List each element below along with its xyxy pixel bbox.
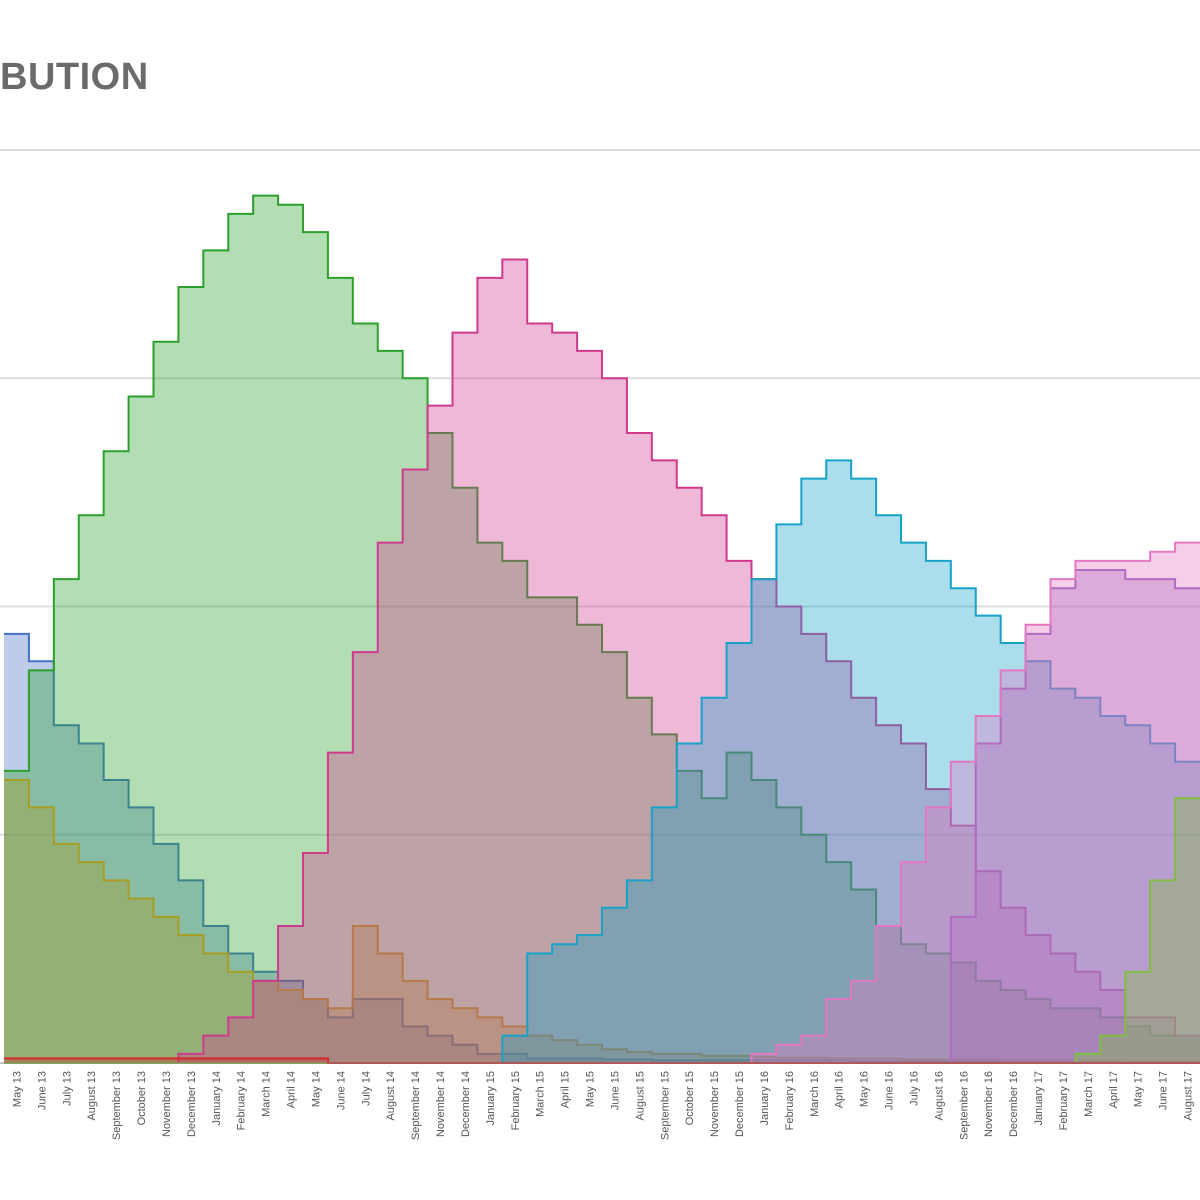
series-1-line	[4, 778, 1200, 1063]
x-tick-label: December 14	[460, 1071, 472, 1137]
x-tick-label: February 16	[784, 1071, 796, 1130]
x-tick-label: January 14	[211, 1071, 223, 1125]
x-tick-label: December 16	[1008, 1071, 1020, 1137]
series-5-area	[4, 569, 1200, 1063]
x-tick-label: August 14	[385, 1071, 397, 1121]
series-0-line	[4, 632, 1200, 1064]
x-tick-label: May 14	[310, 1071, 322, 1107]
x-tick-label: March 15	[535, 1071, 547, 1117]
x-tick-label: June 14	[335, 1071, 347, 1110]
x-tick-label: January 17	[1033, 1071, 1045, 1125]
x-tick-label: May 16	[859, 1071, 871, 1107]
x-tick-label: November 13	[161, 1071, 173, 1137]
x-tick-label: July 16	[908, 1071, 920, 1106]
x-tick-label: July 13	[61, 1071, 73, 1106]
chart-title: BUTION	[0, 56, 149, 98]
x-tick-label: September 14	[410, 1071, 422, 1140]
x-tick-label: July 14	[360, 1071, 372, 1106]
series-areas	[4, 194, 1200, 1064]
x-tick-label: June 16	[884, 1071, 896, 1110]
x-tick-label: April 17	[1108, 1071, 1120, 1108]
x-tick-label: September 13	[111, 1071, 123, 1140]
x-tick-label: March 14	[261, 1071, 273, 1117]
x-tick-label: May 17	[1133, 1071, 1145, 1107]
x-tick-label: September 16	[958, 1071, 970, 1140]
x-tick-label: October 15	[684, 1071, 696, 1125]
x-tick-label: May 15	[585, 1071, 597, 1107]
x-tick-label: December 15	[734, 1071, 746, 1137]
x-tick-label: March 16	[809, 1071, 821, 1117]
x-tick-label: June 13	[36, 1071, 48, 1110]
x-tick-label: December 13	[186, 1071, 198, 1137]
x-tick-label: May 13	[11, 1071, 23, 1107]
x-tick-label: October 13	[136, 1071, 148, 1125]
x-tick-label: January 16	[759, 1071, 771, 1125]
series-3-line	[4, 258, 1200, 1064]
gridlines	[0, 149, 1200, 836]
x-tick-label: November 16	[983, 1071, 995, 1137]
x-tick-label: April 15	[560, 1071, 572, 1108]
x-tick-label: August 16	[933, 1071, 945, 1121]
x-tick-label: April 16	[834, 1071, 846, 1108]
x-tick-label: February 15	[510, 1071, 522, 1130]
x-axis-tick-labels: May 13 June 13 July 13 August 13 September 1…	[11, 1071, 1194, 1140]
series-8-area	[4, 1058, 1200, 1063]
x-tick-label: August 13	[86, 1071, 98, 1121]
x-tick-label: January 15	[485, 1071, 497, 1125]
series-6-area	[4, 542, 1200, 1063]
x-tick-label: November 14	[435, 1071, 447, 1137]
series-0-area	[4, 633, 1200, 1063]
x-tick-label: April 14	[286, 1071, 298, 1108]
x-tick-label: August 17	[1183, 1071, 1195, 1121]
x-tick-label: June 17	[1158, 1071, 1170, 1110]
x-tick-label: March 17	[1083, 1071, 1095, 1117]
x-tick-label: November 15	[709, 1071, 721, 1137]
x-tick-label: February 17	[1058, 1071, 1070, 1130]
x-tick-label: June 15	[609, 1071, 621, 1110]
series-2-line	[4, 194, 1200, 1037]
x-tick-label: February 14	[236, 1071, 248, 1130]
x-tick-label: August 15	[634, 1071, 646, 1121]
x-tick-label: September 15	[659, 1071, 671, 1140]
